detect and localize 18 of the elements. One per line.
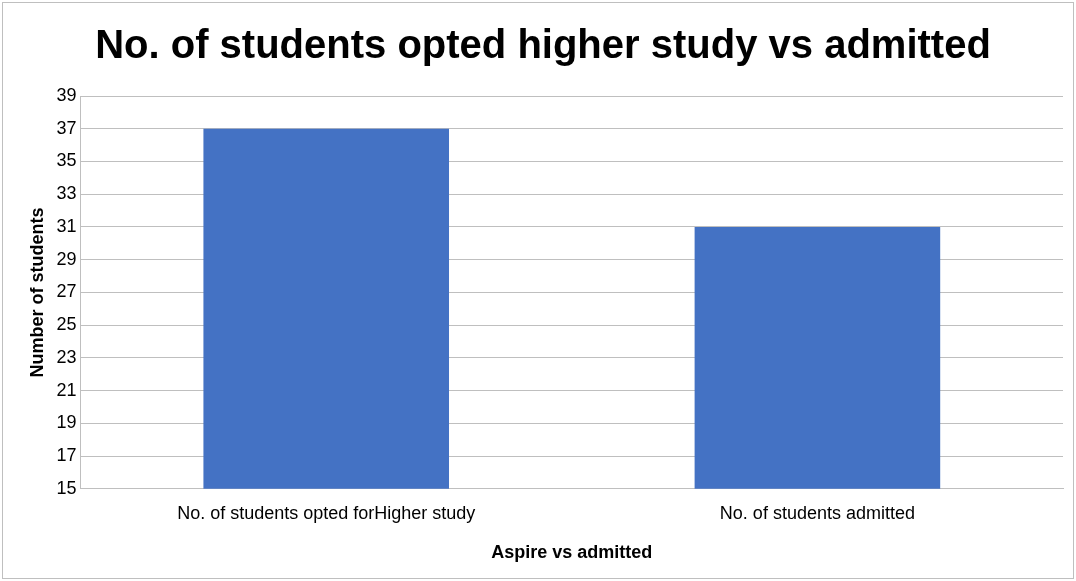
x-tick-label: No. of students admitted [719, 502, 915, 523]
y-tick-label: 27 [56, 281, 77, 302]
y-tick-label: 25 [56, 314, 77, 335]
y-tick-label: 21 [56, 379, 77, 400]
x-tick-label: No. of students opted forHigher study [177, 502, 476, 523]
y-tick-label: 37 [56, 117, 77, 138]
y-tick-label: 15 [56, 477, 77, 498]
y-tick-label: 23 [56, 346, 77, 367]
y-tick-label: 17 [56, 445, 77, 466]
y-tick-label: 31 [56, 215, 77, 236]
y-tick-label: 33 [56, 183, 77, 204]
y-tick-label: 19 [56, 412, 77, 433]
chart-title: No. of students opted higher study vs admitted [95, 22, 991, 67]
x-axis-title: Aspire vs admitted [491, 542, 653, 563]
y-tick-label: 29 [56, 248, 77, 269]
y-axis-title: Number of students [26, 207, 47, 378]
y-tick-label: 35 [56, 150, 77, 171]
y-tick-label: 39 [56, 84, 77, 105]
